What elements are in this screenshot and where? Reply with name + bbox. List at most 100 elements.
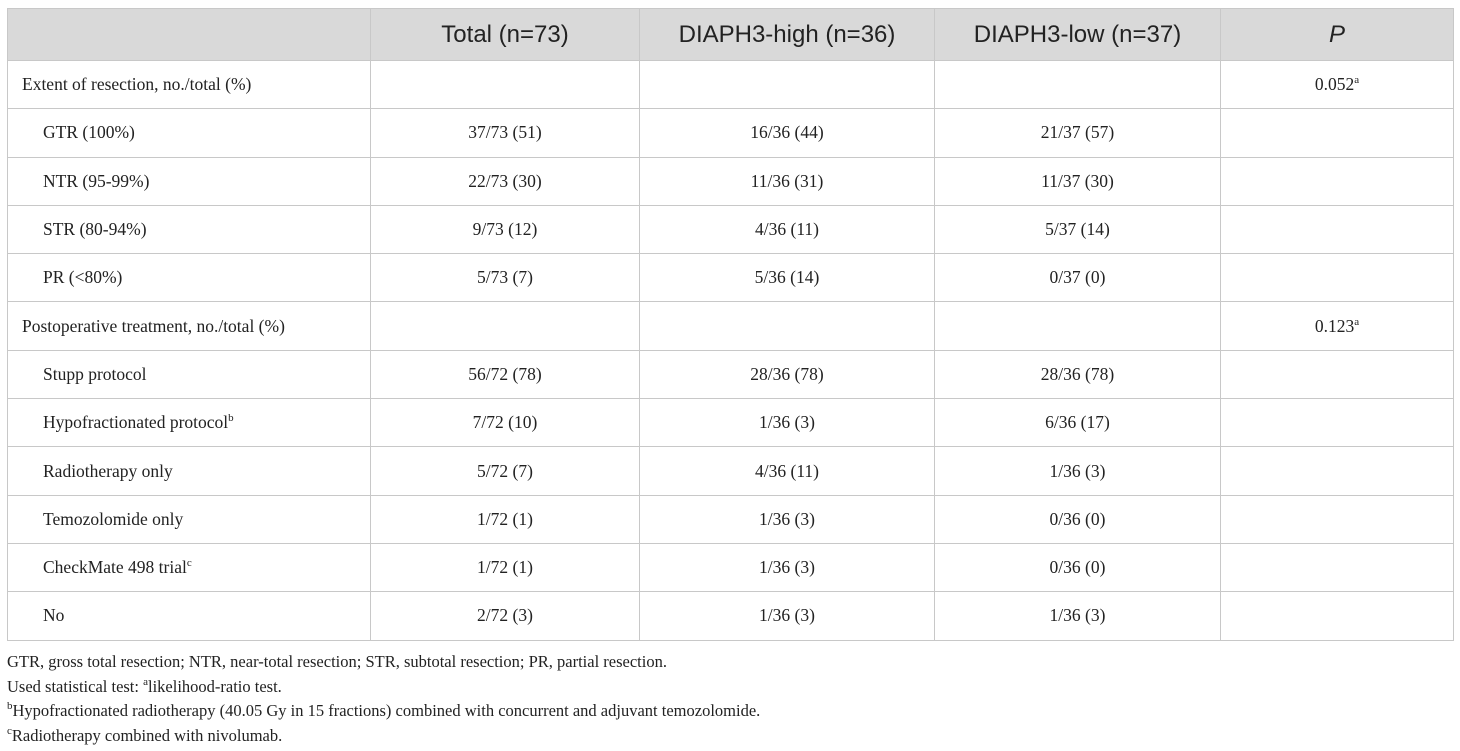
row-label: CheckMate 498 trialc xyxy=(7,542,371,593)
row-label: PR (<80%) xyxy=(7,253,371,303)
cell xyxy=(1220,253,1454,303)
text: 37/73 (51) xyxy=(468,122,542,143)
cell: 4/36 (11) xyxy=(639,204,935,255)
row: Stupp protocol 56/72 (78) 28/36 (78) 28/36 … xyxy=(7,349,1454,400)
text: 1/36 (3) xyxy=(1049,605,1106,626)
cell: 22/73 (30) xyxy=(370,156,640,206)
cell: 28/36 (78) xyxy=(934,349,1221,400)
row: NTR (95-99%) 22/73 (30) 11/36 (31) 11/37 (3… xyxy=(7,156,1454,206)
text: Hypofractionated protocol xyxy=(43,412,229,433)
superscript: c xyxy=(7,724,12,737)
text: Stupp protocol xyxy=(43,363,147,384)
p-value: 0.052a xyxy=(1220,59,1454,110)
cell xyxy=(1220,398,1454,448)
text: 5/37 (14) xyxy=(1045,219,1110,240)
text: 11/37 (30) xyxy=(1041,170,1114,191)
row-label: STR (80-94%) xyxy=(7,204,371,255)
header-cell: Total (n=73) xyxy=(370,8,640,61)
data-table: Total (n=73) DIAPH3-high (n=36) DIAPH3-low… xyxy=(7,8,1454,641)
cell: 2/72 (3) xyxy=(370,591,640,641)
text: Radiotherapy combined with nivolumab. xyxy=(11,725,283,745)
row: STR (80-94%) 9/73 (12) 4/36 (11) 5/37 (14) xyxy=(7,204,1454,255)
cell xyxy=(1220,591,1454,641)
cell xyxy=(934,59,1221,110)
text: 1/36 (3) xyxy=(759,508,815,529)
header-cell: DIAPH3-high (n=36) xyxy=(639,8,935,61)
text: likelihood-ratio test. xyxy=(148,676,282,696)
cell: 11/36 (31) xyxy=(639,156,935,206)
text: 1/36 (3) xyxy=(759,557,815,578)
superscript: c xyxy=(186,557,192,570)
cell: 0/36 (0) xyxy=(934,542,1221,593)
cell xyxy=(639,59,935,110)
cell: 0/36 (0) xyxy=(934,494,1221,544)
cell: 1/36 (3) xyxy=(639,542,935,593)
cell: 1/36 (3) xyxy=(639,591,935,641)
row: No 2/72 (3) 1/36 (3) 1/36 (3) xyxy=(7,591,1454,641)
header-text: DIAPH3-low (n=37) xyxy=(973,20,1182,48)
row-label: Stupp protocol xyxy=(7,349,371,400)
text: 7/72 (10) xyxy=(472,412,538,433)
text: 1/36 (3) xyxy=(759,412,815,433)
cell: 5/36 (14) xyxy=(639,253,935,303)
cell: 5/72 (7) xyxy=(370,446,640,496)
text: 9/73 (12) xyxy=(472,219,538,240)
cell: 1/36 (3) xyxy=(639,398,935,448)
cell: 1/72 (1) xyxy=(370,542,640,593)
text: Radiotherapy only xyxy=(43,460,173,481)
cell: 1/36 (3) xyxy=(639,494,935,544)
text: 4/36 (11) xyxy=(755,219,819,240)
text: 5/72 (7) xyxy=(477,460,533,481)
cell: 11/37 (30) xyxy=(934,156,1221,206)
text: CheckMate 498 trial xyxy=(43,557,187,578)
cell xyxy=(1220,204,1454,255)
row-label: Radiotherapy only xyxy=(7,446,371,496)
text: Hypofractionated radiotherapy (40.05 Gy … xyxy=(12,701,761,721)
cell: 1/36 (3) xyxy=(934,591,1221,641)
text: 4/36 (11) xyxy=(755,460,819,481)
cell: 28/36 (78) xyxy=(639,349,935,400)
text: 0/36 (0) xyxy=(1049,508,1106,529)
header-cell: DIAPH3-low (n=37) xyxy=(934,8,1221,61)
row-label: Temozolomide only xyxy=(7,494,371,544)
text: 1/72 (1) xyxy=(477,508,533,529)
cell: 9/73 (12) xyxy=(370,204,640,255)
text: 0/36 (0) xyxy=(1049,557,1106,578)
header-text: DIAPH3-high (n=36) xyxy=(678,20,896,48)
text: 28/36 (78) xyxy=(750,363,824,384)
row: Radiotherapy only 5/72 (7) 4/36 (11) 1/36 (… xyxy=(7,446,1454,496)
text: 5/73 (7) xyxy=(477,267,533,288)
row-label: Hypofractionated protocolb xyxy=(7,398,371,448)
text: Used statistical test: xyxy=(7,676,144,696)
text: 28/36 (78) xyxy=(1040,363,1115,384)
cell xyxy=(370,301,640,351)
cell xyxy=(639,301,935,351)
text: NTR (95-99%) xyxy=(43,170,150,191)
row-label: No xyxy=(7,591,371,641)
cell: 7/72 (10) xyxy=(370,398,640,448)
text: 0.052 xyxy=(1314,74,1355,95)
superscript: a xyxy=(143,675,148,688)
cell xyxy=(1220,542,1454,593)
cell xyxy=(1220,349,1454,400)
superscript: a xyxy=(1354,315,1360,328)
cell xyxy=(1220,108,1454,158)
text: 16/36 (44) xyxy=(750,122,824,143)
cell xyxy=(370,59,640,110)
row: Temozolomide only 1/72 (1) 1/36 (3) 0/36 (0… xyxy=(7,494,1454,544)
cell xyxy=(1220,156,1454,206)
row: Hypofractionated protocolb 7/72 (10) 1/36 … xyxy=(7,398,1454,448)
header-text: P xyxy=(1328,20,1345,48)
text: 0/37 (0) xyxy=(1049,267,1106,288)
cell: 37/73 (51) xyxy=(370,108,640,158)
text: 6/36 (17) xyxy=(1045,412,1110,433)
cell xyxy=(1220,446,1454,496)
row: GTR (100%) 37/73 (51) 16/36 (44) 21/37 (57) xyxy=(7,108,1454,158)
text: GTR (100%) xyxy=(43,122,135,143)
text: 11/36 (31) xyxy=(750,170,824,191)
text: 5/36 (14) xyxy=(754,267,820,288)
text: STR (80-94%) xyxy=(43,219,147,240)
text: 22/73 (30) xyxy=(468,170,542,191)
header-text: Total (n=73) xyxy=(441,20,569,48)
